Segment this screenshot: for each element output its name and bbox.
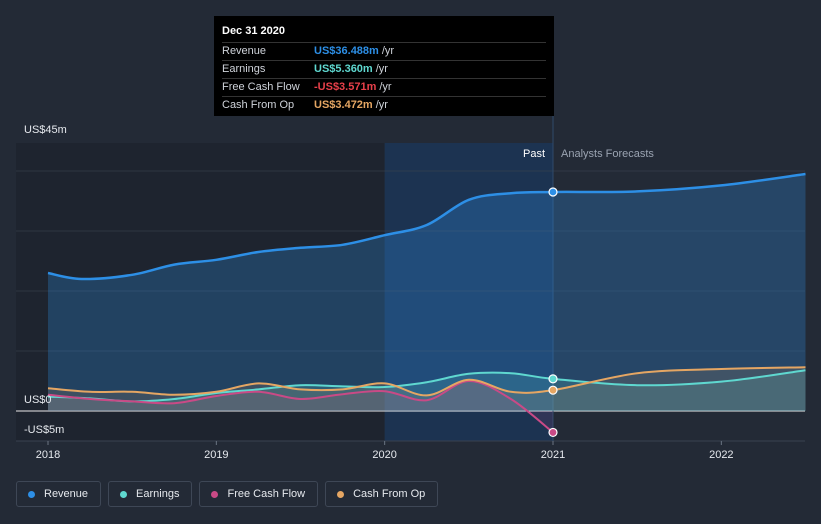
x-tick-label: 2021 xyxy=(541,449,565,461)
free-cash-flow-highlight-point xyxy=(548,427,558,438)
tooltip-row-cash-from-op: Cash From Op US$3.472m /yr xyxy=(222,96,546,114)
tooltip-label: Free Cash Flow xyxy=(222,81,300,93)
legend-item-free-cash-flow[interactable]: Free Cash Flow xyxy=(199,481,319,507)
revenue-highlight-point xyxy=(548,187,558,197)
tooltip-label: Revenue xyxy=(222,45,267,57)
tooltip-unit: /yr xyxy=(381,45,395,57)
data-tooltip: Dec 31 2020 Revenue US$36.488m /yr Earni… xyxy=(214,16,554,116)
legend-label: Earnings xyxy=(136,488,180,500)
legend-label: Free Cash Flow xyxy=(227,488,306,500)
series-areas xyxy=(48,174,806,433)
y-axis-top-label: US$45m xyxy=(24,124,67,136)
tooltip-unit: /yr xyxy=(375,99,388,111)
legend-item-revenue[interactable]: Revenue xyxy=(16,481,102,507)
tooltip-value: US$3.472m xyxy=(314,99,373,111)
x-tick-label: 2022 xyxy=(709,449,733,461)
legend-dot-icon xyxy=(211,490,219,498)
tooltip-row-earnings: Earnings US$5.360m /yr xyxy=(222,60,546,78)
x-tick-label: 2018 xyxy=(36,449,60,461)
chart-legend: Revenue Earnings Free Cash Flow Cash Fro… xyxy=(16,481,439,507)
y-axis-zero-label: US$0 xyxy=(24,394,52,406)
tooltip-unit: /yr xyxy=(379,81,392,93)
tooltip-date: Dec 31 2020 xyxy=(222,25,285,37)
legend-dot-icon xyxy=(337,490,345,498)
earnings-line xyxy=(47,369,806,403)
tooltip-label: Cash From Op xyxy=(222,99,295,111)
free-cash-flow-area xyxy=(48,380,553,433)
tooltip-label: Earnings xyxy=(222,63,266,75)
tooltip-value: US$36.488m xyxy=(314,45,379,57)
x-tick-label: 2019 xyxy=(204,449,228,461)
cash-from-op-area xyxy=(48,367,806,411)
earnings-area xyxy=(48,370,806,411)
highlight-markers xyxy=(548,187,558,438)
legend-dot-icon xyxy=(120,490,128,498)
legend-item-cash-from-op[interactable]: Cash From Op xyxy=(325,481,439,507)
legend-label: Revenue xyxy=(44,488,89,500)
tooltip-row-free-cash-flow: Free Cash Flow -US$3.571m /yr xyxy=(222,78,546,96)
legend-item-earnings[interactable]: Earnings xyxy=(108,481,193,507)
legend-dot-icon xyxy=(28,490,35,498)
cash-from-op-highlight-point xyxy=(548,385,558,395)
legend-label: Cash From Op xyxy=(353,488,426,500)
x-tick-label: 2020 xyxy=(372,449,396,461)
revenue-line xyxy=(47,172,806,281)
cash-from-op-line xyxy=(47,366,806,397)
y-axis-bottom-label: -US$5m xyxy=(24,424,64,436)
series-lines xyxy=(47,172,806,434)
forecast-section-label: Analysts Forecasts xyxy=(561,148,654,160)
axis-labels: US$45m US$0 -US$5m Past Analysts Forecas… xyxy=(24,124,654,436)
past-section-label: Past xyxy=(523,148,545,160)
x-axis-ticks: 2018 2019 2020 2021 2022 xyxy=(36,441,734,461)
tooltip-row-revenue: Revenue US$36.488m /yr xyxy=(222,42,546,60)
revenue-area xyxy=(48,174,806,411)
gridlines xyxy=(16,16,805,442)
earnings-highlight-point xyxy=(548,374,558,384)
free-cash-flow-line xyxy=(47,379,554,434)
tooltip-value: US$5.360m xyxy=(314,63,373,75)
tooltip-value: -US$3.571m xyxy=(314,81,377,93)
tooltip-unit: /yr xyxy=(375,63,388,75)
